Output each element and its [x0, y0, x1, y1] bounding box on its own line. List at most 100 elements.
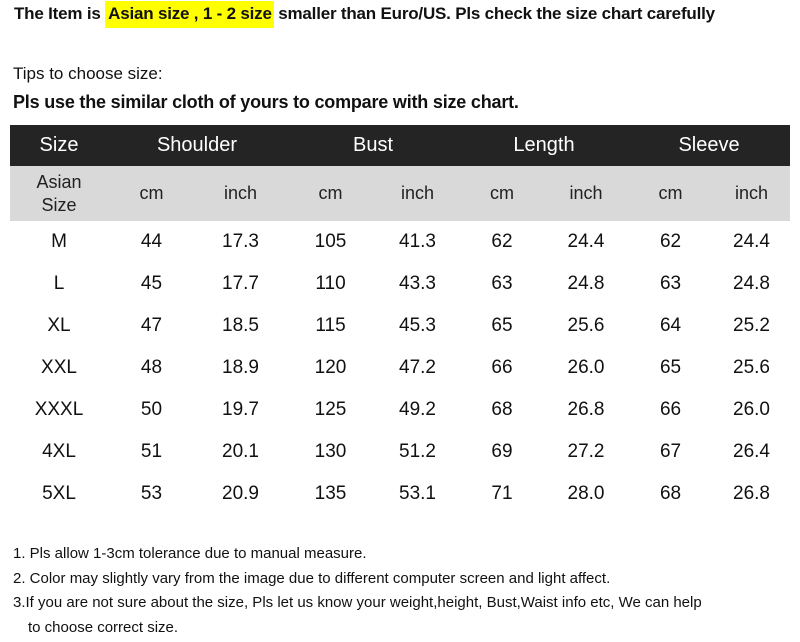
cell-sleeve-inch: 26.0	[733, 399, 770, 420]
subheader-asian-size: Asian Size	[10, 166, 108, 221]
cell-size: 4XL	[42, 441, 76, 462]
unit-cm: cm	[286, 166, 375, 221]
cell-bust-inch: 49.2	[399, 399, 436, 420]
cell-shoulder-inch: 19.7	[222, 399, 259, 420]
cell-length-inch: 26.8	[567, 399, 605, 420]
cell-bust-inch: 51.2	[399, 441, 436, 462]
cell-sleeve-cm: 63	[659, 273, 682, 294]
headline-prefix: The Item is	[14, 4, 106, 23]
cell-sleeve-cm: 66	[659, 399, 682, 420]
cell-size: L	[53, 273, 65, 294]
size-label: Size	[41, 194, 77, 215]
cell-length-inch: 28.0	[567, 483, 605, 504]
unit-inch: inch	[713, 166, 791, 221]
headline: The Item is Asian size , 1 - 2 size smal…	[14, 1, 715, 28]
table-row: 5XL 53 20.9 135 53.1 71 28.0 68 26.8	[10, 473, 790, 515]
size-chart-table: Size Shoulder Bust Length Sleeve Asian Si…	[10, 125, 791, 515]
headline-highlight: Asian size , 1 - 2 size	[105, 1, 274, 28]
cell-bust-cm: 125	[314, 399, 347, 420]
cell-size: 5XL	[42, 483, 76, 504]
header-row: Size Shoulder Bust Length Sleeve	[10, 125, 791, 166]
note-item: 2. Color may slightly vary from the imag…	[13, 569, 611, 587]
header-length: Length	[460, 125, 629, 166]
note-item: 3.If you are not sure about the size, Pl…	[13, 594, 702, 611]
cell-bust-cm: 105	[314, 231, 347, 252]
cell-bust-cm: 110	[315, 273, 346, 294]
unit-cm: cm	[460, 166, 544, 221]
cell-length-inch: 26.0	[567, 357, 605, 378]
cell-length-cm: 62	[491, 231, 513, 252]
cell-sleeve-inch: 24.4	[733, 231, 770, 252]
cell-shoulder-inch: 20.9	[222, 483, 259, 504]
table-row: XL 47 18.5 115 45.3 65 25.6 64 25.2	[10, 305, 790, 347]
cell-shoulder-cm: 44	[140, 231, 163, 252]
cell-bust-inch: 41.3	[399, 231, 436, 252]
unit-cm: cm	[108, 166, 195, 221]
tips-instruction: Pls use the similar cloth of yours to co…	[13, 92, 519, 112]
cell-bust-cm: 135	[314, 483, 347, 504]
cell-shoulder-inch: 18.9	[222, 357, 259, 378]
cell-length-cm: 66	[491, 357, 513, 378]
note-item: to choose correct size.	[28, 618, 179, 636]
cell-size: XL	[47, 315, 71, 336]
cell-sleeve-cm: 64	[659, 315, 682, 336]
cell-length-cm: 65	[491, 315, 513, 336]
cell-bust-inch: 43.3	[399, 273, 436, 294]
cell-shoulder-cm: 45	[140, 273, 163, 294]
cell-sleeve-cm: 67	[659, 441, 682, 462]
cell-length-cm: 69	[491, 441, 513, 462]
cell-sleeve-inch: 24.8	[733, 273, 770, 294]
unit-inch: inch	[195, 166, 286, 221]
header-sleeve: Sleeve	[628, 125, 791, 166]
cell-sleeve-inch: 26.8	[733, 483, 770, 504]
cell-length-inch: 25.6	[567, 315, 605, 336]
cell-shoulder-cm: 50	[140, 399, 163, 420]
cell-sleeve-inch: 26.4	[733, 441, 770, 462]
cell-length-cm: 71	[491, 483, 513, 504]
cell-sleeve-cm: 62	[659, 231, 682, 252]
cell-bust-inch: 47.2	[399, 357, 436, 378]
cell-shoulder-cm: 51	[140, 441, 163, 462]
cell-length-cm: 68	[491, 399, 513, 420]
header-shoulder: Shoulder	[108, 125, 286, 166]
table-row: XXL 48 18.9 120 47.2 66 26.0 65 25.6	[10, 347, 790, 389]
cell-size: M	[51, 231, 67, 252]
asian-label: Asian	[36, 171, 82, 192]
cell-shoulder-inch: 17.7	[222, 273, 259, 294]
unit-inch: inch	[544, 166, 629, 221]
header-bust: Bust	[286, 125, 460, 166]
cell-sleeve-inch: 25.2	[733, 315, 770, 336]
headline-suffix: smaller than Euro/US. Pls check the size…	[273, 4, 715, 23]
cell-bust-cm: 120	[314, 357, 347, 378]
note-item: 1. Pls allow 1-3cm tolerance due to manu…	[13, 545, 367, 562]
cell-length-cm: 63	[491, 273, 513, 294]
cell-shoulder-inch: 18.5	[222, 315, 259, 336]
notes-list: 1. Pls allow 1-3cm tolerance due to manu…	[13, 542, 702, 640]
tips-label: Tips to choose size:	[13, 64, 163, 83]
cell-sleeve-cm: 68	[659, 483, 682, 504]
cell-bust-cm: 130	[314, 441, 347, 462]
cell-shoulder-cm: 47	[140, 315, 163, 336]
cell-shoulder-inch: 20.1	[222, 441, 259, 462]
header-size: Size	[10, 125, 108, 166]
unit-inch: inch	[375, 166, 460, 221]
cell-bust-inch: 45.3	[399, 315, 436, 336]
cell-shoulder-cm: 53	[140, 483, 163, 504]
cell-size: XXXL	[34, 399, 84, 420]
table-row: 4XL 51 20.1 130 51.2 69 27.2 67 26.4	[10, 431, 790, 473]
cell-size: XXL	[41, 357, 77, 378]
subheader-row: Asian Size cm inch cm inch cm inch cm inch	[10, 166, 791, 221]
cell-length-inch: 27.2	[567, 441, 605, 462]
table-row: M 44 17.3 105 41.3 62 24.4 62 24.4	[10, 221, 790, 263]
table-row: XXXL 50 19.7 125 49.2 68 26.8 66 26.0	[10, 389, 790, 431]
table-row: L 45 17.7 110 43.3 63 24.8 63 24.8	[10, 263, 790, 305]
unit-cm: cm	[628, 166, 714, 221]
cell-sleeve-cm: 65	[659, 357, 682, 378]
cell-shoulder-cm: 48	[140, 357, 163, 378]
cell-shoulder-inch: 17.3	[222, 231, 259, 252]
cell-sleeve-inch: 25.6	[733, 357, 770, 378]
cell-bust-inch: 53.1	[399, 483, 436, 504]
cell-length-inch: 24.4	[567, 231, 605, 252]
cell-length-inch: 24.8	[567, 273, 605, 294]
cell-bust-cm: 115	[315, 315, 346, 336]
